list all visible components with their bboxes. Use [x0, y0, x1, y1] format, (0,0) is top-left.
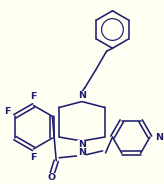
Text: N: N	[155, 132, 163, 141]
Text: F: F	[30, 92, 37, 101]
Text: N: N	[78, 140, 86, 149]
Text: F: F	[4, 107, 10, 116]
Text: F: F	[30, 153, 37, 162]
Text: N: N	[78, 148, 86, 157]
Text: O: O	[47, 173, 55, 182]
Text: N: N	[78, 91, 86, 100]
